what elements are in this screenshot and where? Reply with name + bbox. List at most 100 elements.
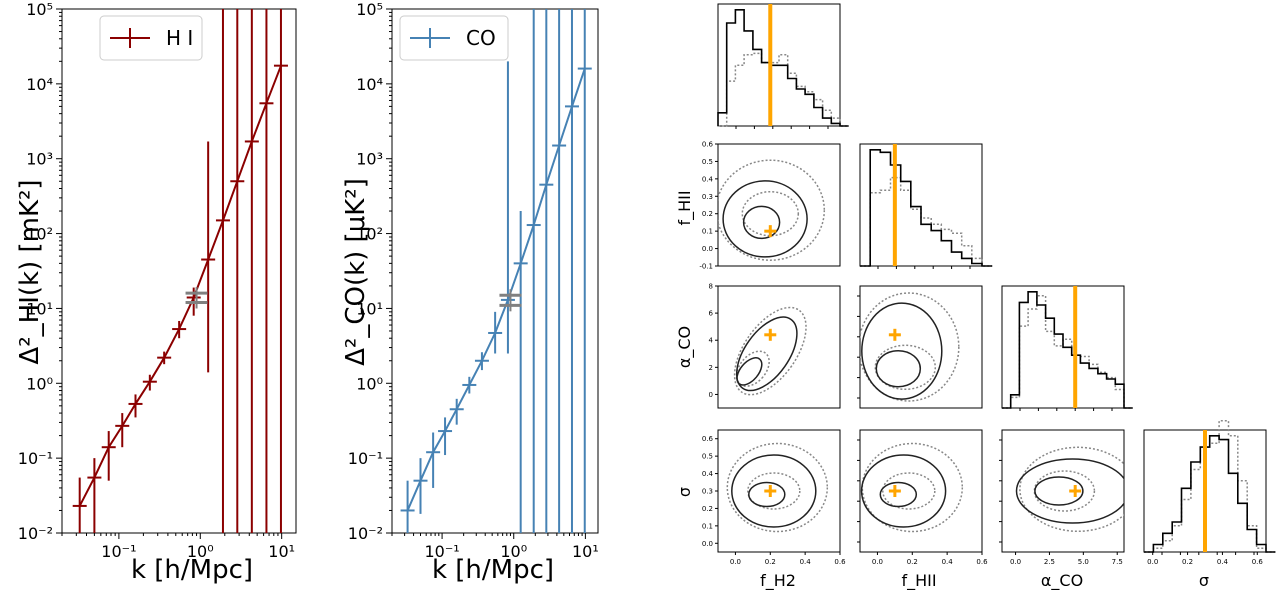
corner-xtick-label: 0.4 [1217,558,1229,566]
corner-labels: f_H2 f_HII α_CO σ f_HII α_CO σ [675,190,1209,590]
co-legend: CO [399,15,509,61]
co-ytick-label: 10⁻¹ [348,449,383,468]
corner-xtick-label: 0.4 [800,558,812,566]
corner-ylabel-sigma: σ [675,487,694,497]
corner-ytick-label: 0.6 [702,435,714,443]
corner-2d-content [1015,446,1124,533]
corner-xtick-label: 0.2 [765,558,776,566]
corner-contour-solid [860,454,947,528]
corner-ytick-label: -0.1 [699,263,713,271]
hi-ytick-label: 10⁻² [18,524,53,543]
corner-hist-dotted [718,52,849,127]
hi-xtick-label: 10⁰ [187,542,214,561]
corner-contour-solid [735,316,798,392]
corner-xlabel-sigma: σ [1199,571,1209,590]
corner-xtick-label: 0.2 [907,558,918,566]
corner-ytick-label: 6 [709,310,714,318]
corner-contour-solid [861,302,943,400]
co-ytick-label: 10⁴ [356,75,383,94]
corner-2d-content [726,442,829,533]
corner-contour-solid [1034,476,1084,506]
corner-ytick-label: 0.4 [702,470,714,478]
corner-contour-dotted [1033,470,1096,512]
corner-ytick-label: 0.5 [702,453,713,461]
co-xlabel: k [h/Mpc] [432,555,554,585]
co-legend-label: CO [466,26,496,50]
co-ytick-label: 10² [356,225,383,244]
corner-xtick-label: 2.5 [1044,558,1055,566]
co-data-series [400,9,592,533]
co-xtick-label: 10¹ [572,542,599,561]
corner-contour-solid [748,481,786,508]
corner-xtick-label: 0.2 [1182,558,1193,566]
corner-contour-dotted [860,292,960,402]
co-plot-frame [391,8,599,534]
hi-legend-label: H I [166,26,193,50]
corner-ytick-label: 0.6 [702,141,714,149]
hi-axis-ticks: 10⁻¹ 10⁰ 10¹ 10⁻² 10⁻¹ 10⁰ 10¹ 10² 10³ 10⁴ 10⁵ [18,0,295,561]
corner-hist-dotted [860,176,993,267]
corner-2d-frame [859,285,983,409]
corner-ylabel-aco: α_CO [675,326,695,368]
hi-ytick-label: 10² [26,225,53,244]
corner-ytick-label: 0.4 [702,175,714,183]
corner-2d-frame [859,429,983,553]
corner-xtick-label: 0.4 [942,558,954,566]
hi-ytick-label: 10⁵ [26,0,53,19]
hi-legend-box [99,15,203,61]
corner-2d-content [860,292,960,402]
corner-contour-dotted [718,159,826,261]
corner-hist-dotted [1002,295,1133,409]
corner-xlabel-fhii: f_HII [901,571,936,590]
corner-contour-dotted [874,344,937,391]
hi-plot-frame [61,8,297,534]
corner-xtick-label: 7.5 [1112,558,1123,566]
corner-hist-frame [859,143,983,267]
corner-ytick-label: 0.0 [702,540,713,548]
corner-xtick-label: 5.0 [1078,558,1089,566]
co-axis-ticks: 10⁻¹ 10⁰ 10¹ 10⁻² 10⁻¹ 10⁰ 10¹ 10² 10³ 10⁴ 10⁵ [348,0,599,561]
corner-contour-dotted [735,350,770,387]
co-ytick-label: 10¹ [356,299,383,318]
corner-hist-solid [860,149,993,267]
corner-ytick-label: 0 [709,391,713,399]
corner-2d-frame [1001,429,1125,553]
corner-ytick-label: 0.1 [702,522,713,530]
corner-contour-solid [879,481,918,508]
co-legend-box [399,15,509,61]
corner-ytick-label: 0.5 [702,158,713,166]
hi-legend: H I [99,15,203,61]
corner-contour-solid [875,349,922,388]
corner-contour-dotted [1019,446,1124,533]
corner-xtick-label: 0.0 [1010,558,1021,566]
corner-xlabel-fh2: f_H2 [760,571,796,590]
corner-2d-content [733,306,807,396]
corner-contour-solid [731,454,817,528]
corner-xtick-label: 0.0 [872,558,883,566]
hi-ytick-label: 10⁻¹ [18,449,53,468]
corner-ytick-label: 0.1 [702,228,713,236]
corner-2d-frame [717,429,841,553]
corner-xtick-label: 0.0 [730,558,741,566]
corner-contour-solid [742,205,781,240]
corner-contour-dotted [741,190,800,237]
corner-contour-dotted [726,442,829,533]
corner-contour-dotted [733,306,807,396]
co-ytick-label: 10³ [356,150,383,169]
corner-contour-dotted [861,442,964,533]
corner-contour-dotted [882,472,936,510]
corner-2d-frame [717,285,841,409]
hi-power-spectrum-panel: 10⁻¹ 10⁰ 10¹ 10⁻² 10⁻¹ 10⁰ 10¹ 10² 10³ 10⁴ 10⁵ H I… [15,0,297,585]
corner-xtick-label: 0.6 [834,558,846,566]
co-xtick-label: 10⁰ [500,542,527,561]
corner-ytick-label: 0.0 [702,245,713,253]
corner-contour-solid [1015,458,1124,524]
corner-ytick-label: 4 [709,337,714,345]
co-ytick-label: 10⁻² [348,524,383,543]
hi-ytick-label: 10¹ [26,299,53,318]
co-ytick-label: 10⁵ [356,0,383,19]
hi-data-series [72,9,288,533]
corner-ytick-label: 8 [709,283,713,291]
